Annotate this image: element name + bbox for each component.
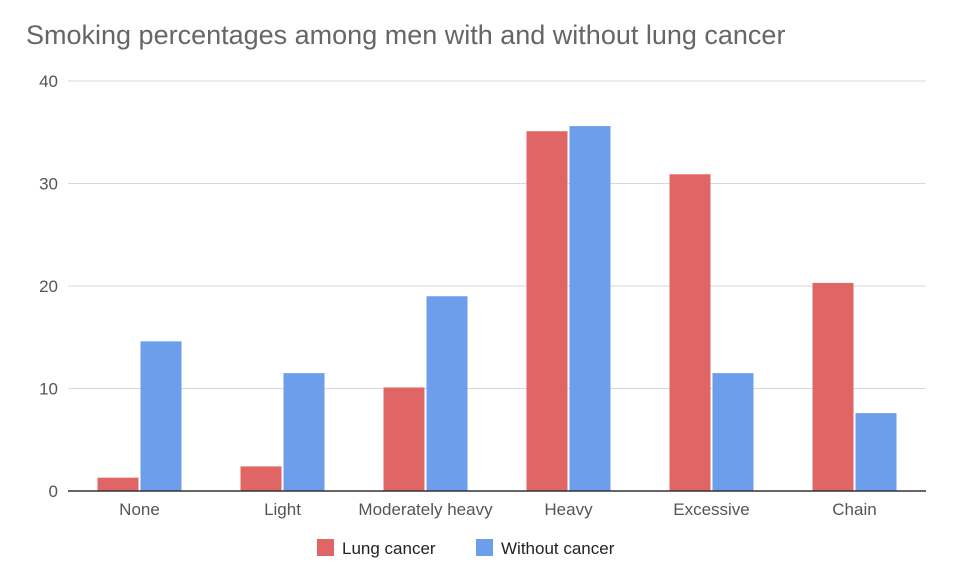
- y-tick-label: 40: [39, 72, 58, 91]
- y-tick-label: 30: [39, 175, 58, 194]
- y-axis-ticks: 0 10 20 30 40: [39, 72, 58, 501]
- x-category-label: Moderately heavy: [358, 500, 493, 519]
- bar-without-cancer: [140, 341, 182, 491]
- bar-without-cancer: [426, 296, 468, 491]
- bar-lung-cancer: [812, 282, 854, 491]
- bar-lung-cancer: [240, 466, 282, 491]
- x-category-label: Chain: [832, 500, 876, 519]
- bar-without-cancer: [712, 373, 754, 491]
- bar-lung-cancer: [669, 174, 711, 491]
- legend-swatch: [317, 539, 334, 556]
- y-tick-label: 20: [39, 277, 58, 296]
- bar-lung-cancer: [97, 477, 139, 491]
- x-axis-categories: None Light Moderately heavy Heavy Excessive C…: [119, 500, 877, 519]
- gridlines: [68, 80, 926, 389]
- y-tick-label: 0: [49, 482, 58, 501]
- bars: [97, 126, 897, 491]
- x-category-label: Light: [264, 500, 301, 519]
- legend: Lung cancer Without cancer: [317, 539, 615, 558]
- legend-label: Without cancer: [501, 539, 615, 558]
- x-category-label: Excessive: [673, 500, 750, 519]
- bar-without-cancer: [855, 413, 897, 491]
- chart-title: Smoking percentages among men with and w…: [26, 20, 786, 50]
- x-category-label: None: [119, 500, 160, 519]
- x-category-label: Heavy: [544, 500, 593, 519]
- y-tick-label: 10: [39, 380, 58, 399]
- legend-swatch: [476, 539, 493, 556]
- bar-without-cancer: [569, 126, 611, 491]
- bar-without-cancer: [283, 373, 325, 491]
- bar-lung-cancer: [383, 387, 425, 491]
- legend-label: Lung cancer: [342, 539, 436, 558]
- bar-lung-cancer: [526, 131, 568, 491]
